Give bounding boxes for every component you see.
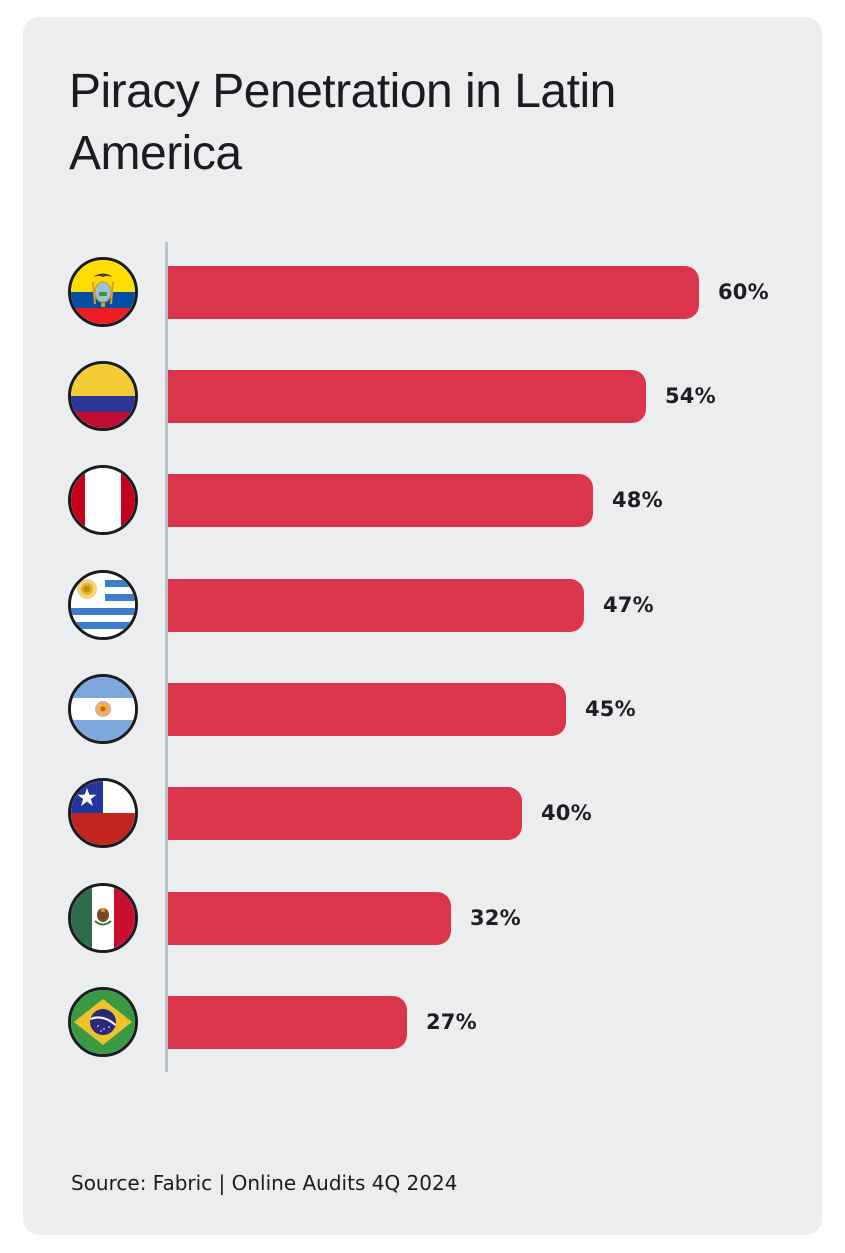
- bar-row-ecuador: 60%: [23, 257, 822, 327]
- mexico-flag-icon: [68, 883, 138, 953]
- bar: [168, 787, 522, 840]
- value-label: 60%: [718, 280, 769, 304]
- bar-row-mexico: 32%: [23, 883, 822, 953]
- argentina-flag-icon: [68, 674, 138, 744]
- bar: [168, 683, 566, 736]
- bar: [168, 370, 646, 423]
- bar: [168, 579, 584, 632]
- uruguay-flag-icon: [68, 570, 138, 640]
- chile-flag-icon: [68, 778, 138, 848]
- chart-title: Piracy Penetration in Latin America: [69, 65, 616, 180]
- value-label: 40%: [541, 801, 592, 825]
- bar-row-argentina: 45%: [23, 674, 822, 744]
- value-label: 32%: [470, 906, 521, 930]
- bar-row-colombia: 54%: [23, 361, 822, 431]
- bar-row-brazil: 27%: [23, 987, 822, 1057]
- bar-row-chile: 40%: [23, 778, 822, 848]
- value-label: 27%: [426, 1010, 477, 1034]
- brazil-flag-icon: [68, 987, 138, 1057]
- bar: [168, 474, 593, 527]
- bar: [168, 892, 451, 945]
- peru-flag-icon: [68, 465, 138, 535]
- value-label: 54%: [665, 384, 716, 408]
- value-label: 48%: [612, 488, 663, 512]
- bar: [168, 996, 407, 1049]
- bar-row-peru: 48%: [23, 465, 822, 535]
- bar: [168, 266, 699, 319]
- colombia-flag-icon: [68, 361, 138, 431]
- value-label: 45%: [585, 697, 636, 721]
- value-label: 47%: [603, 593, 654, 617]
- chart-card: Piracy Penetration in Latin America 60%: [23, 17, 822, 1235]
- source-caption: Source: Fabric | Online Audits 4Q 2024: [71, 1171, 458, 1195]
- ecuador-flag-icon: [68, 257, 138, 327]
- bar-row-uruguay: 47%: [23, 570, 822, 640]
- y-axis-line: [165, 242, 168, 1072]
